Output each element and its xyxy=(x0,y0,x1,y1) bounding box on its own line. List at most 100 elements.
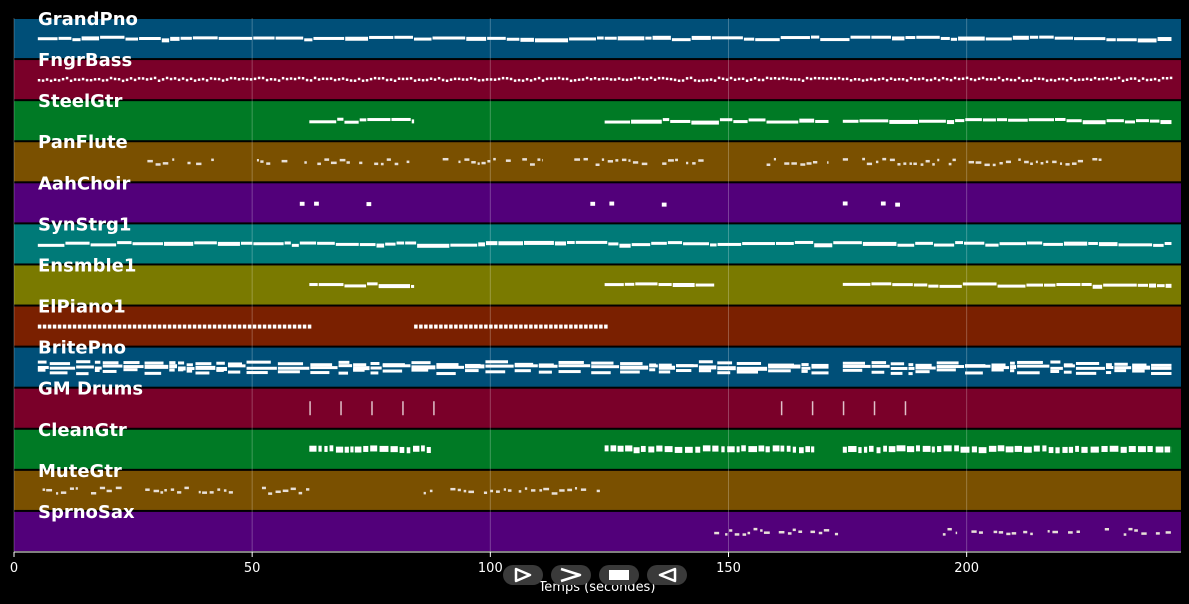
note xyxy=(1149,78,1153,82)
note xyxy=(353,363,367,367)
note xyxy=(579,324,583,329)
note xyxy=(122,324,127,329)
note xyxy=(370,371,379,375)
note xyxy=(1024,160,1029,164)
note xyxy=(955,119,965,123)
note xyxy=(1065,163,1070,166)
note xyxy=(1035,160,1038,164)
note xyxy=(370,366,382,370)
note xyxy=(806,162,812,165)
note xyxy=(557,76,561,80)
note xyxy=(275,36,304,40)
rewind-button[interactable] xyxy=(647,565,687,585)
note xyxy=(97,324,102,329)
note xyxy=(222,324,227,329)
note xyxy=(297,76,301,80)
note xyxy=(350,446,354,453)
note xyxy=(253,242,284,246)
note xyxy=(192,324,197,329)
note xyxy=(137,324,142,329)
note xyxy=(905,36,916,40)
note xyxy=(442,157,449,161)
note xyxy=(298,491,303,495)
note xyxy=(49,79,53,83)
note xyxy=(459,324,463,329)
note xyxy=(324,445,328,452)
note xyxy=(736,446,740,453)
note xyxy=(474,324,478,329)
note xyxy=(289,77,293,80)
note xyxy=(965,364,986,368)
note xyxy=(936,365,965,369)
note xyxy=(299,241,317,245)
note xyxy=(1005,446,1014,453)
note xyxy=(916,35,940,39)
note xyxy=(811,446,815,453)
note xyxy=(590,201,596,206)
note xyxy=(102,324,107,329)
note xyxy=(1147,446,1153,453)
note xyxy=(514,324,518,329)
note xyxy=(736,361,762,365)
note xyxy=(1118,243,1153,247)
note xyxy=(444,324,448,329)
note xyxy=(617,36,645,41)
note xyxy=(975,161,982,164)
note xyxy=(531,489,536,492)
note xyxy=(374,162,379,166)
note xyxy=(75,487,78,490)
note xyxy=(411,365,436,370)
note xyxy=(609,201,615,206)
note xyxy=(433,401,435,416)
note xyxy=(144,371,162,375)
note xyxy=(691,35,711,40)
note xyxy=(173,77,177,80)
note xyxy=(748,118,766,122)
note xyxy=(1040,162,1044,165)
note xyxy=(569,37,596,41)
note xyxy=(172,158,175,161)
note xyxy=(458,160,461,164)
note xyxy=(1161,76,1165,80)
note xyxy=(217,324,222,329)
track-lane xyxy=(14,511,1181,551)
note xyxy=(1018,158,1021,161)
note xyxy=(661,76,665,80)
note xyxy=(340,401,342,416)
note xyxy=(559,324,563,329)
play-button[interactable] xyxy=(503,565,543,585)
note xyxy=(778,530,785,534)
note xyxy=(978,447,987,454)
note xyxy=(558,370,581,374)
note xyxy=(1050,369,1060,373)
stop-button[interactable] xyxy=(599,565,639,585)
fast-forward-button[interactable] xyxy=(551,565,591,585)
note xyxy=(53,78,57,82)
note xyxy=(232,324,237,329)
note xyxy=(457,488,461,492)
note xyxy=(137,77,141,80)
note xyxy=(245,77,249,81)
note xyxy=(177,324,182,329)
note xyxy=(629,78,633,81)
note xyxy=(142,324,147,329)
note xyxy=(1053,79,1057,82)
note xyxy=(780,36,810,40)
note xyxy=(381,77,385,80)
note xyxy=(309,283,318,287)
note xyxy=(765,446,770,453)
note xyxy=(717,371,731,375)
note xyxy=(62,324,67,329)
note xyxy=(793,78,797,81)
note xyxy=(45,78,49,81)
note xyxy=(378,284,411,289)
note xyxy=(92,324,97,329)
note xyxy=(195,365,216,370)
note xyxy=(149,77,153,81)
note xyxy=(113,77,117,81)
note xyxy=(875,160,879,164)
note xyxy=(1103,283,1137,287)
note xyxy=(632,161,639,164)
note xyxy=(742,533,747,536)
note xyxy=(162,162,169,165)
